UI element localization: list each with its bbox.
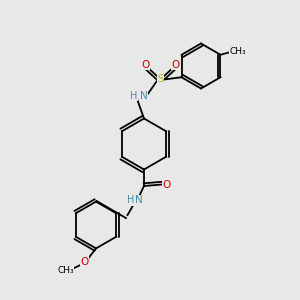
Text: CH₃: CH₃ bbox=[229, 47, 246, 56]
Text: H: H bbox=[127, 195, 134, 205]
Text: O: O bbox=[162, 179, 171, 190]
Text: O: O bbox=[171, 59, 180, 70]
Text: N: N bbox=[140, 91, 148, 101]
Text: S: S bbox=[157, 74, 164, 85]
Text: N: N bbox=[135, 195, 143, 205]
Text: H: H bbox=[130, 91, 138, 101]
Text: O: O bbox=[141, 59, 150, 70]
Text: CH₃: CH₃ bbox=[57, 266, 74, 275]
Text: O: O bbox=[80, 257, 88, 267]
